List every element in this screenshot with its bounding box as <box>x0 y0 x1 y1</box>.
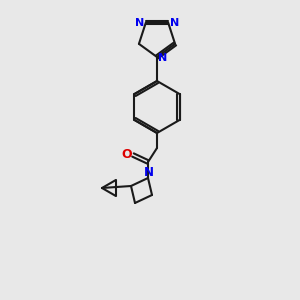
Text: N: N <box>169 18 179 28</box>
Text: N: N <box>135 18 145 28</box>
Text: N: N <box>144 166 154 178</box>
Text: N: N <box>158 53 168 63</box>
Text: O: O <box>122 148 132 160</box>
